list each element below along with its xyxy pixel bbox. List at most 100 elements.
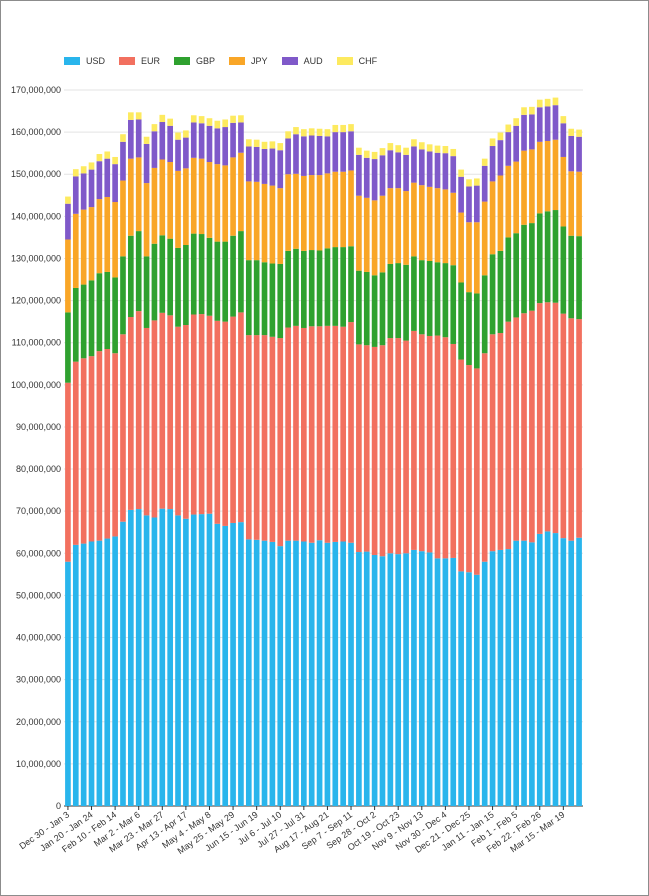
bar-segment-usd[interactable] [183,518,189,806]
bar-segment-eur[interactable] [128,317,134,510]
legend-item-gbp[interactable]: GBP [174,56,215,66]
bar-segment-chf[interactable] [466,179,472,187]
legend-item-usd[interactable]: USD [64,56,105,66]
bar-segment-gbp[interactable] [198,234,205,315]
bar-segment-chf[interactable] [301,129,307,137]
bar-segment-usd[interactable] [190,514,197,806]
bar-segment-eur[interactable] [340,326,346,542]
bar-segment-chf[interactable] [183,130,189,138]
bar-segment-jpy[interactable] [371,200,378,276]
bar-segment-jpy[interactable] [190,157,197,234]
bar-segment-gbp[interactable] [88,280,95,357]
bar-segment-eur[interactable] [489,334,496,552]
bar-segment-chf[interactable] [269,141,276,149]
bar-segment-chf[interactable] [536,99,543,108]
bar-segment-gbp[interactable] [301,250,307,328]
bar-segment-jpy[interactable] [277,188,284,264]
bar-segment-aud[interactable] [505,132,512,166]
bar-segment-usd[interactable] [293,540,299,806]
bar-segment-jpy[interactable] [348,170,354,247]
bar-segment-usd[interactable] [568,540,575,806]
bar-segment-chf[interactable] [190,115,197,123]
bar-segment-jpy[interactable] [175,170,181,248]
bar-segment-chf[interactable] [552,97,559,106]
bar-segment-aud[interactable] [293,134,299,174]
bar-segment-gbp[interactable] [277,263,284,339]
bar-segment-gbp[interactable] [245,260,252,336]
bar-segment-aud[interactable] [175,139,181,171]
bar-segment-aud[interactable] [285,138,291,175]
bar-segment-jpy[interactable] [340,171,346,248]
bar-segment-eur[interactable] [560,313,567,539]
bar-segment-jpy[interactable] [552,139,559,211]
bar-segment-gbp[interactable] [356,270,362,345]
bar-segment-chf[interactable] [308,128,315,136]
bar-segment-aud[interactable] [324,136,331,174]
bar-segment-chf[interactable] [489,138,496,147]
bar-segment-gbp[interactable] [576,236,582,320]
bar-segment-gbp[interactable] [175,247,181,327]
bar-segment-jpy[interactable] [426,186,433,261]
bar-segment-aud[interactable] [214,128,221,165]
bar-segment-eur[interactable] [80,358,87,544]
bar-segment-aud[interactable] [253,146,260,182]
bar-segment-eur[interactable] [159,312,166,509]
bar-segment-usd[interactable] [104,538,111,806]
bar-segment-aud[interactable] [269,148,276,186]
bar-segment-jpy[interactable] [183,168,189,245]
bar-segment-gbp[interactable] [128,235,134,318]
bar-segment-gbp[interactable] [96,273,103,352]
bar-segment-jpy[interactable] [395,188,402,264]
bar-segment-aud[interactable] [395,152,402,189]
bar-segment-eur[interactable] [450,343,457,558]
bar-segment-eur[interactable] [301,327,307,542]
bar-segment-eur[interactable] [206,315,213,514]
bar-segment-jpy[interactable] [245,181,252,261]
bar-segment-jpy[interactable] [167,162,173,239]
bar-segment-gbp[interactable] [167,238,173,316]
bar-segment-eur[interactable] [371,346,378,555]
bar-segment-chf[interactable] [88,162,95,170]
bar-segment-aud[interactable] [458,176,464,213]
bar-segment-chf[interactable] [332,124,339,133]
bar-segment-gbp[interactable] [120,256,126,335]
bar-segment-gbp[interactable] [544,211,551,303]
bar-segment-usd[interactable] [379,556,386,806]
bar-segment-chf[interactable] [481,158,488,166]
bar-segment-jpy[interactable] [387,188,394,264]
bar-segment-eur[interactable] [222,321,229,526]
bar-segment-chf[interactable] [395,145,402,153]
bar-segment-chf[interactable] [544,98,551,107]
bar-segment-aud[interactable] [88,169,95,208]
bar-segment-chf[interactable] [72,169,79,177]
bar-segment-usd[interactable] [175,515,181,806]
bar-segment-jpy[interactable] [560,156,567,227]
bar-segment-gbp[interactable] [411,256,417,331]
bar-segment-usd[interactable] [481,561,488,806]
bar-segment-gbp[interactable] [560,226,567,314]
bar-segment-chf[interactable] [159,114,166,123]
bar-segment-aud[interactable] [434,152,441,189]
bar-segment-usd[interactable] [143,515,150,806]
bar-segment-eur[interactable] [576,319,582,538]
bar-segment-gbp[interactable] [183,244,189,326]
bar-segment-jpy[interactable] [88,207,95,281]
bar-segment-chf[interactable] [458,169,464,177]
bar-segment-gbp[interactable] [395,263,402,339]
bar-segment-chf[interactable] [340,124,346,133]
bar-segment-chf[interactable] [151,124,158,132]
bar-segment-eur[interactable] [245,335,252,540]
bar-segment-usd[interactable] [442,558,449,806]
bar-segment-usd[interactable] [245,539,252,806]
bar-segment-aud[interactable] [568,135,575,172]
bar-segment-jpy[interactable] [505,165,512,238]
bar-segment-eur[interactable] [505,321,512,550]
bar-segment-usd[interactable] [356,552,362,806]
bar-segment-eur[interactable] [143,327,150,516]
bar-segment-eur[interactable] [269,336,276,542]
bar-segment-chf[interactable] [403,147,409,155]
bar-segment-chf[interactable] [474,178,480,186]
bar-segment-eur[interactable] [363,345,370,552]
bar-segment-chf[interactable] [253,139,260,147]
bar-segment-gbp[interactable] [450,265,457,344]
